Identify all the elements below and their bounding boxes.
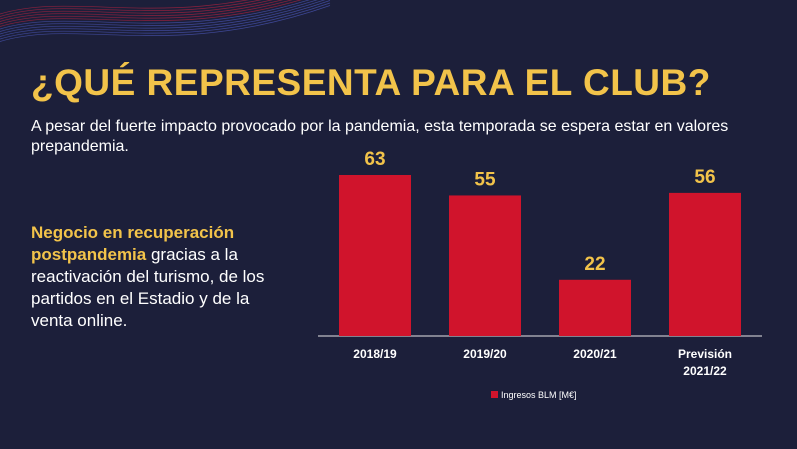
bar-2 bbox=[559, 279, 631, 336]
decorative-wave-lines bbox=[0, 0, 331, 42]
side-description: Negocio en recuperación postpandemia gra… bbox=[31, 222, 266, 332]
data-label-0: 63 bbox=[364, 149, 385, 170]
side-rest: gracias a la reactivación del turismo, d… bbox=[31, 245, 265, 330]
data-label-3: 56 bbox=[694, 167, 715, 188]
data-label-2: 22 bbox=[584, 254, 605, 275]
data-label-1: 55 bbox=[474, 169, 496, 190]
bar-3 bbox=[669, 192, 741, 336]
side-highlight: Negocio en recuperación postpandemia bbox=[31, 223, 235, 264]
legend-swatch bbox=[491, 391, 498, 398]
bar-0 bbox=[339, 175, 411, 336]
x-tick-label-0: 2018/19 bbox=[353, 347, 397, 361]
x-tick-label-3: Previsión 2021/22 bbox=[678, 347, 732, 378]
page-title: ¿QUÉ REPRESENTA PARA EL CLUB? bbox=[31, 62, 711, 103]
x-tick-label-2: 2020/21 bbox=[573, 347, 617, 361]
bar-1 bbox=[449, 195, 521, 336]
x-tick-label-1: 2019/20 bbox=[463, 347, 507, 361]
page-subtitle: A pesar del fuerte impacto provocado por… bbox=[31, 118, 729, 155]
legend-label: Ingresos BLM [M€] bbox=[501, 390, 577, 400]
